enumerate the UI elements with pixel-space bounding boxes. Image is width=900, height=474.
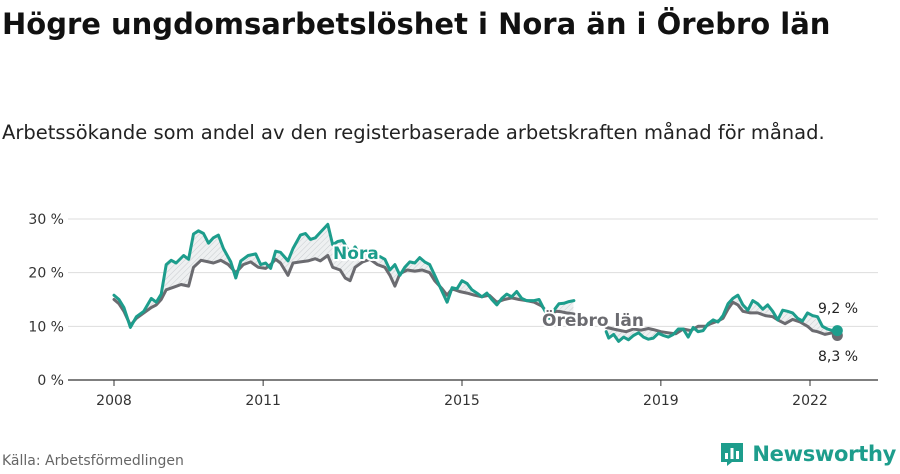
x-tick-label: 2008 [96,393,132,409]
bar-chart-logo-icon [721,443,744,466]
end-label-orebro-lan: 8,3 % [818,349,858,365]
x-tick-label: 2011 [245,393,281,409]
series-label-orebro-lan: Örebro län [542,309,644,331]
y-tick-label: 30 % [28,212,64,228]
nora-line [604,293,839,343]
end-label-nora: 9,2 % [818,301,858,317]
series-label-nora: Nora [333,244,379,264]
source-note: Källa: Arbetsförmedlingen [2,453,184,469]
nora-end-point [831,325,843,337]
brand-logo[interactable]: Newsworthy [718,440,896,468]
y-tick-label: 0 % [37,373,64,389]
orebro-lan-line [604,300,839,337]
gridlines [68,218,878,381]
nora-line [112,222,576,329]
y-tick-label: 10 % [28,319,64,335]
x-tick-label: 2022 [792,393,828,409]
series-lines [112,222,843,343]
brand-name: Newsworthy [752,442,896,466]
x-axis: 2008 2011 2015 2019 2022 [96,380,828,409]
series-labels: Nora Örebro län 9,2 % 8,3 % [331,242,858,365]
x-tick-label: 2015 [444,393,480,409]
chart-title: Högre ungdomsarbetslöshet i Nora än i Ör… [2,7,831,41]
chart-subtitle: Arbetssökande som andel av den registerb… [2,121,825,144]
line-chart: 0 % 10 % 20 % 30 % 2008 2011 2015 2019 2022 Nor… [28,212,878,409]
y-axis: 0 % 10 % 20 % 30 % [28,212,64,389]
y-tick-label: 20 % [28,266,64,282]
x-tick-label: 2019 [643,393,679,409]
